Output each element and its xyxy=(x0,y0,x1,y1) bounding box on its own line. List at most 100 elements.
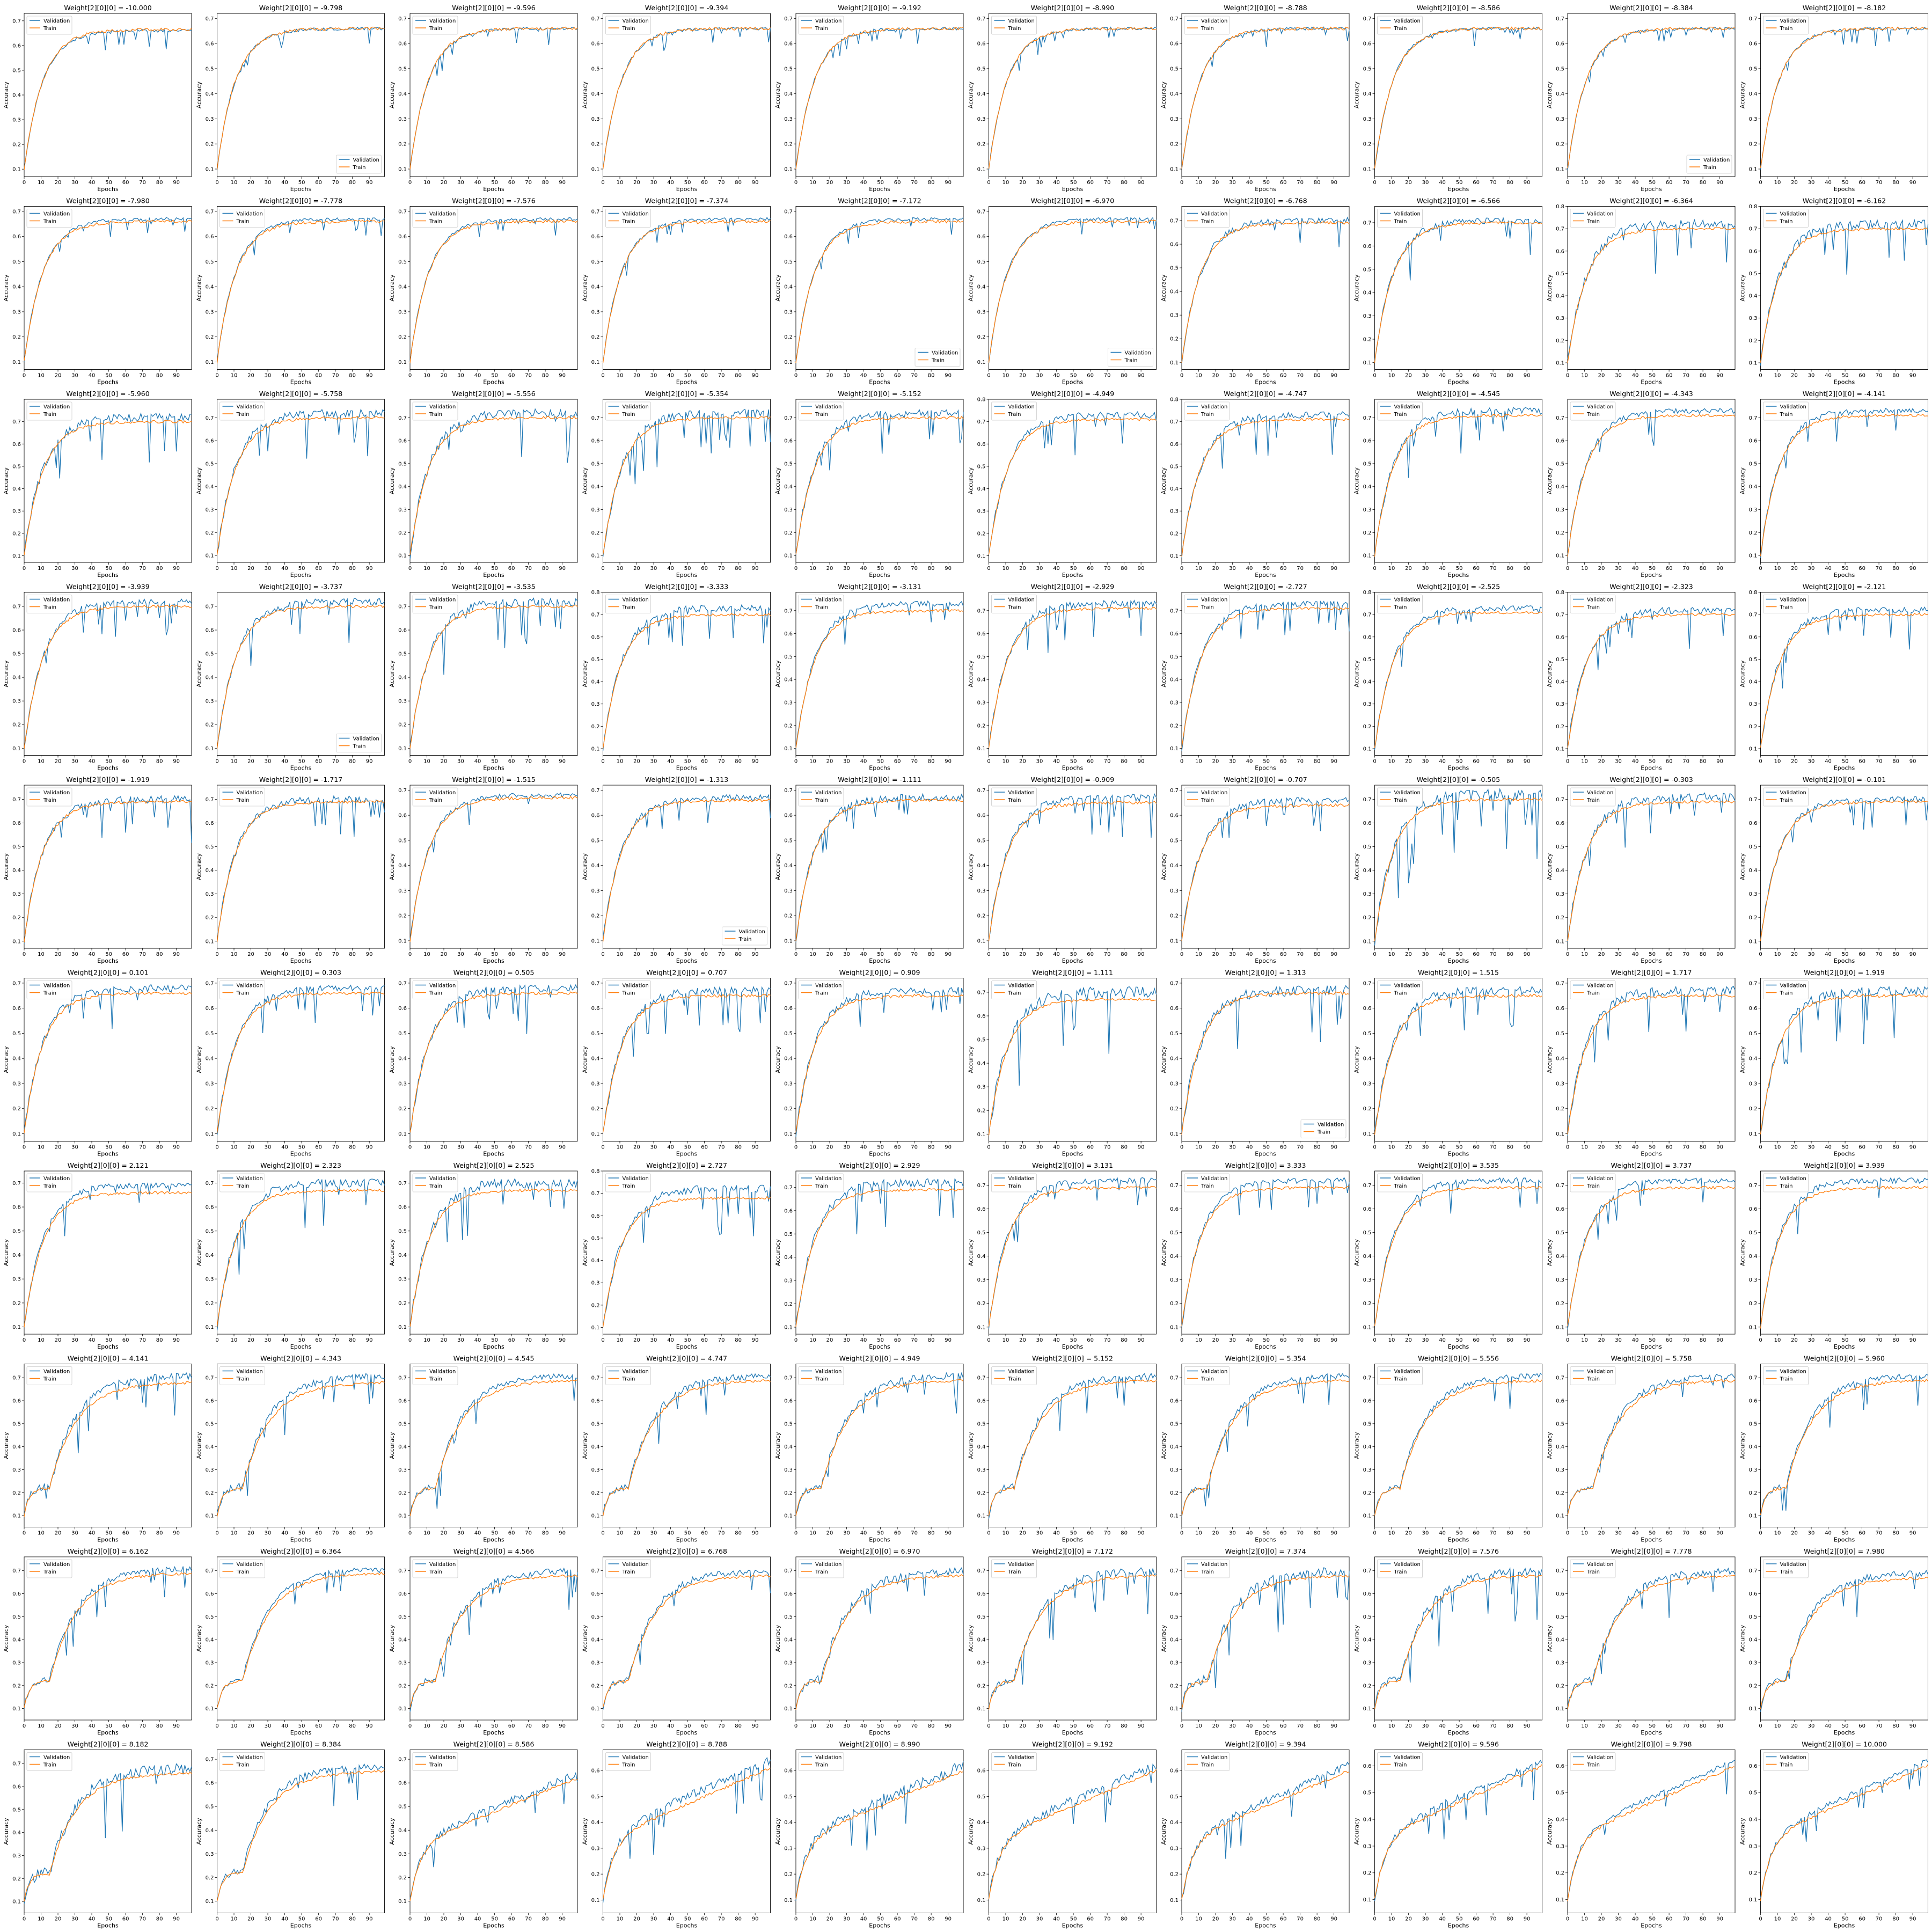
y-axis-label: Accuracy xyxy=(1546,81,1553,108)
x-tick-label: 90 xyxy=(945,566,952,572)
y-tick-label: 0.5 xyxy=(398,1228,407,1234)
y-tick-label: 0.6 xyxy=(591,41,600,47)
y-tick-label: 0.5 xyxy=(1556,1230,1564,1236)
train-line xyxy=(1567,1766,1736,1901)
x-axis-label: Epochs xyxy=(1255,379,1276,386)
x-axis-label: Epochs xyxy=(1448,1343,1469,1350)
x-tick-label: 50 xyxy=(1456,180,1463,186)
x-tick-label: 70 xyxy=(1682,1145,1689,1151)
x-tick-label: 80 xyxy=(349,1916,356,1922)
x-tick-label: 0 xyxy=(23,180,26,186)
y-tick-label: 0.7 xyxy=(591,209,600,215)
y-axis-label: Accuracy xyxy=(389,467,396,494)
x-tick-label: 50 xyxy=(1070,373,1077,379)
y-tick-label: 0.5 xyxy=(206,1031,214,1037)
y-tick-label: 0.3 xyxy=(12,699,21,705)
y-tick-label: 0.6 xyxy=(1556,248,1564,254)
subplot-title: Weight[2][0][0] = -7.576 xyxy=(452,197,535,205)
train-line xyxy=(1567,413,1736,557)
y-tick-label: 0.3 xyxy=(1749,1277,1758,1283)
y-tick-label: 0.2 xyxy=(1170,723,1179,729)
y-tick-label: 0.2 xyxy=(784,530,793,536)
x-tick-label: 40 xyxy=(667,1531,674,1536)
x-tick-label: 60 xyxy=(1087,952,1094,957)
x-tick-label: 80 xyxy=(1700,1337,1707,1343)
x-tick-label: 70 xyxy=(718,1723,725,1729)
y-axis-label: Accuracy xyxy=(1739,274,1746,302)
y-tick-label: 0.1 xyxy=(1749,747,1758,752)
y-tick-label: 0.3 xyxy=(784,888,793,894)
x-tick-label: 60 xyxy=(1473,566,1480,572)
y-tick-label: 0.6 xyxy=(591,1768,600,1774)
x-tick-label: 20 xyxy=(55,566,62,572)
train-line xyxy=(1374,993,1542,1135)
x-tick-label: 50 xyxy=(877,1916,884,1922)
legend-train-label: Train xyxy=(1586,1762,1600,1768)
y-tick-label: 0.2 xyxy=(12,334,21,340)
x-tick-label: 60 xyxy=(1666,952,1673,957)
x-tick-label: 0 xyxy=(1759,759,1762,765)
y-axis-label: Accuracy xyxy=(389,1046,396,1073)
y-tick-label: 0.2 xyxy=(1363,915,1372,921)
axes-frame xyxy=(24,592,192,756)
x-tick-label: 80 xyxy=(349,1337,356,1343)
y-tick-label: 0.3 xyxy=(398,507,407,513)
train-line xyxy=(1567,800,1736,941)
x-tick-label: 80 xyxy=(1121,1145,1128,1151)
y-tick-label: 0.3 xyxy=(1170,888,1179,894)
train-line xyxy=(24,420,192,555)
x-axis-label: Epochs xyxy=(1255,1151,1276,1158)
x-tick-label: 50 xyxy=(1456,1916,1463,1922)
y-tick-label: 0.7 xyxy=(398,604,407,610)
y-tick-label: 0.3 xyxy=(591,1081,600,1087)
y-tick-label: 0.4 xyxy=(206,1056,214,1062)
x-tick-label: 20 xyxy=(441,1531,448,1536)
x-tick-label: 70 xyxy=(911,759,918,765)
x-tick-label: 20 xyxy=(1791,1916,1798,1922)
x-tick-label: 90 xyxy=(1524,1337,1531,1343)
x-tick-label: 60 xyxy=(1473,1337,1480,1343)
x-tick-label: 50 xyxy=(491,1145,498,1151)
y-tick-label: 0.1 xyxy=(1749,1324,1758,1330)
x-tick-label: 70 xyxy=(1876,1531,1883,1536)
x-tick-label: 0 xyxy=(1759,1145,1762,1151)
legend-train-label: Train xyxy=(1586,797,1600,803)
x-tick-label: 70 xyxy=(911,180,918,186)
y-tick-label: 0.2 xyxy=(1556,338,1564,344)
axes-frame xyxy=(1374,206,1542,370)
x-axis-label: Epochs xyxy=(483,1151,504,1158)
y-tick-label: 0.2 xyxy=(977,1490,986,1496)
y-tick-label: 0.6 xyxy=(784,1591,793,1597)
x-tick-label: 50 xyxy=(105,1916,112,1922)
x-tick-label: 50 xyxy=(105,1145,112,1151)
subplot-title: Weight[2][0][0] = -7.172 xyxy=(838,197,921,205)
train-line xyxy=(1567,26,1736,169)
y-tick-label: 0.3 xyxy=(206,1851,214,1857)
x-tick-label: 30 xyxy=(1422,180,1429,186)
y-tick-label: 0.4 xyxy=(206,484,214,490)
x-tick-label: 80 xyxy=(1892,952,1899,957)
x-tick-label: 90 xyxy=(945,1723,952,1729)
legend-validation-label: Validation xyxy=(1780,597,1806,603)
x-tick-label: 20 xyxy=(1019,373,1026,379)
x-tick-label: 40 xyxy=(1439,952,1446,957)
y-axis-label: Accuracy xyxy=(1353,660,1360,687)
validation-line xyxy=(795,1567,964,1708)
x-tick-label: 50 xyxy=(1456,373,1463,379)
legend-train-label: Train xyxy=(1394,219,1407,225)
train-line xyxy=(1760,613,1928,748)
validation-line xyxy=(409,1177,578,1329)
x-tick-label: 60 xyxy=(508,1916,515,1922)
x-tick-label: 20 xyxy=(826,1723,833,1729)
x-tick-label: 80 xyxy=(735,180,742,186)
y-tick-label: 0.6 xyxy=(1749,1006,1758,1012)
x-tick-label: 40 xyxy=(89,1145,96,1151)
x-tick-label: 80 xyxy=(1121,180,1128,186)
y-tick-label: 0.4 xyxy=(12,486,21,492)
